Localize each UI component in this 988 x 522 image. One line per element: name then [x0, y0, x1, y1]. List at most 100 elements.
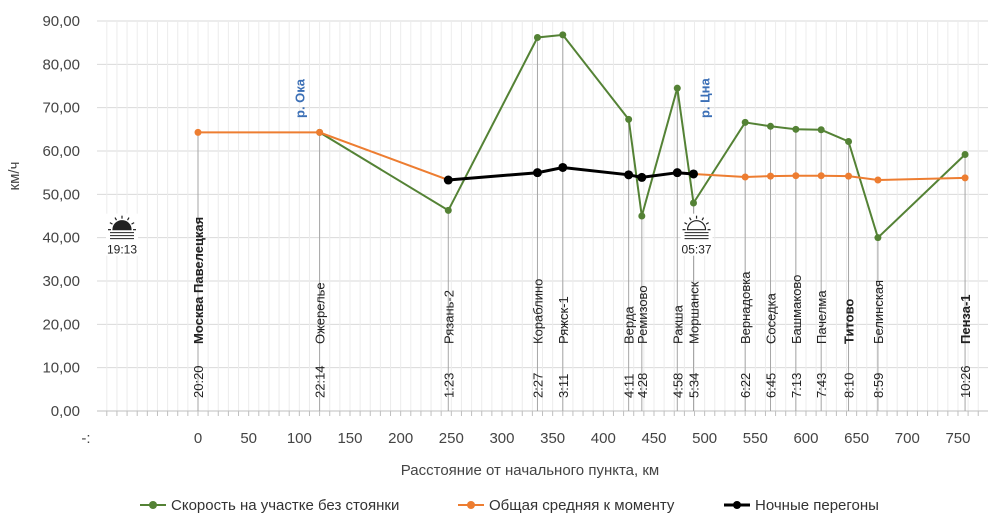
sunrise-ray [701, 217, 705, 221]
station-name-label: Титово [842, 299, 857, 344]
series-point-1 [874, 234, 882, 242]
y-tick-label: 60,00 [42, 143, 80, 160]
x-axis: 0 50 100 150 200 250 300 350 400 450 500 550 600 650 7… [81, 410, 988, 479]
series-point-1 [741, 118, 749, 126]
sunrise-sun-shape [686, 220, 707, 231]
series-point-1 [792, 125, 800, 133]
x-tick-label: 400 [591, 430, 616, 447]
series-point-1 [845, 137, 853, 145]
series-point-2 [874, 176, 882, 184]
station-name-label: Ожерелье [313, 282, 328, 344]
legend: Скорость на участке без стоянки Общая сре… [140, 497, 879, 514]
station-name-label: Ремизово [635, 285, 650, 344]
x-axis-title: Расстояние от начального пункта, км [401, 462, 659, 479]
series-point-3 [558, 162, 568, 172]
x-tick-label: 650 [844, 430, 869, 447]
station-name-label: Ракша [670, 304, 685, 344]
station-time-label: 8:10 [842, 373, 857, 398]
series-point-1 [690, 199, 698, 207]
y-tick-label: 20,00 [42, 316, 80, 333]
x-tick-label: 500 [692, 430, 717, 447]
sunset-ray [109, 222, 113, 225]
station-leader-lines [197, 34, 966, 411]
series-point-1 [638, 212, 646, 220]
y-tick-label: 50,00 [42, 186, 80, 203]
station-time-label: 20:20 [191, 365, 206, 398]
legend-label: Ночные перегоны [755, 497, 879, 514]
sunset-icon: 19:13 [106, 213, 139, 257]
legend-swatch-marker [733, 501, 741, 509]
station-time-label: 4:28 [635, 373, 650, 398]
series-point-2 [845, 172, 853, 180]
station-time-label: 2:27 [530, 373, 545, 398]
sunrise-ray [689, 217, 692, 221]
x-tick-label: 100 [287, 430, 312, 447]
x-tick-label: 450 [641, 430, 666, 447]
series-point-1 [559, 31, 567, 39]
station-time-label: 1:23 [441, 373, 456, 398]
station-name-label: Ряжск-1 [556, 296, 571, 344]
legend-label: Общая средняя к моменту [489, 497, 675, 514]
station-name-label: Вернадовка [738, 271, 753, 344]
y-axis-title: км/ч [6, 162, 23, 191]
station-time-label: 7:13 [789, 373, 804, 398]
y-tick-label: 10,00 [42, 360, 80, 377]
station-time-label: 8:59 [871, 373, 886, 398]
series-point-2 [767, 172, 775, 180]
gridlines [97, 20, 988, 411]
series-point-1 [817, 126, 825, 134]
sunset-time-label: 19:13 [107, 243, 137, 257]
y-tick-label: 90,00 [42, 13, 80, 30]
station-time-label: 7:43 [814, 373, 829, 398]
sunset-sun-shape [112, 220, 132, 231]
station-time-label: 22:14 [313, 365, 328, 398]
series-point-3 [624, 170, 634, 180]
sunset-ray [114, 217, 118, 221]
series-point-3 [689, 169, 699, 179]
station-time-label: 6:45 [764, 373, 779, 398]
station-time-label: 6:22 [738, 373, 753, 398]
series-line-1 [319, 33, 966, 240]
station-time-label: 4:58 [670, 373, 685, 398]
series-line-3 [448, 165, 694, 182]
series-point-1 [767, 122, 775, 130]
series-point-2 [961, 174, 969, 182]
x-tick-label: 700 [895, 430, 920, 447]
series-point-3 [637, 172, 647, 182]
series-point-1 [625, 115, 633, 123]
x-tick-label: 550 [743, 430, 768, 447]
sunrise-time-label: 05:37 [682, 243, 712, 257]
series-point-1 [673, 84, 681, 92]
series-point-2 [741, 173, 749, 181]
series-point-1 [961, 150, 969, 158]
x-tick-label: 0 [194, 430, 202, 447]
station-name-label: Верда [622, 306, 637, 344]
station-time-label: 4:11 [622, 374, 637, 398]
station-time-label: 10:26 [958, 365, 973, 398]
x-tick-label: 200 [388, 430, 413, 447]
data-series [194, 31, 969, 242]
station-time-label: 5:34 [687, 373, 702, 398]
river-label: р. Ока [292, 78, 307, 118]
sunrise-ray [705, 222, 709, 225]
x-tick-label: 750 [945, 430, 970, 447]
station-name-label: Соседка [764, 292, 779, 344]
station-time-label: 3:11 [556, 374, 571, 398]
x-tick-label: 350 [540, 430, 565, 447]
x-tick-label: 250 [439, 430, 464, 447]
y-tick-label: 80,00 [42, 56, 80, 73]
series-point-3 [672, 168, 682, 178]
y-tick-label: 30,00 [42, 273, 80, 290]
series-point-3 [443, 175, 453, 185]
y-axis: 0,00 10,00 20,00 30,00 40,00 50,00 60,00 70,00 8… [6, 13, 80, 420]
y-tick-label: 70,00 [42, 100, 80, 117]
sunset-ray [126, 217, 130, 221]
x-tick-label: 150 [337, 430, 362, 447]
legend-swatch-marker [467, 501, 475, 509]
series-point-2 [792, 172, 800, 180]
sun-icons: 19:13 05:37 [106, 213, 713, 257]
series-point-1 [444, 206, 452, 214]
station-name-label: Москва Павелецкая [191, 217, 206, 344]
station-name-label: Белинская [871, 280, 886, 344]
